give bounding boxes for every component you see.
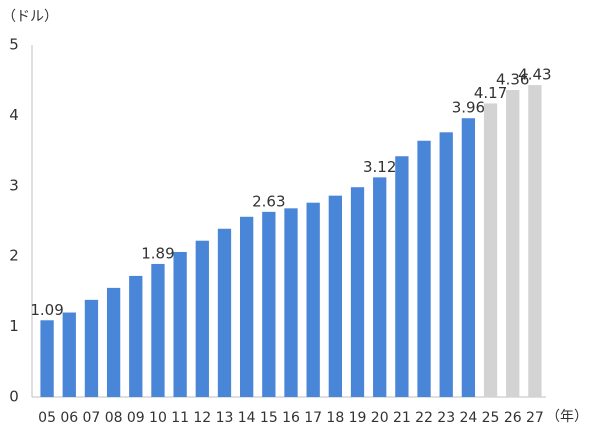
x-tick-label: 17 <box>304 410 322 426</box>
bar <box>40 320 54 397</box>
bar <box>350 187 365 397</box>
x-tick-label: 24 <box>459 410 477 426</box>
x-tick-label: 19 <box>349 410 367 426</box>
bar <box>461 118 476 397</box>
y-tick-label: 4 <box>9 106 19 124</box>
bar <box>528 85 542 398</box>
value-label: 4.17 <box>474 84 507 102</box>
bar <box>483 103 498 397</box>
bar <box>262 211 276 397</box>
x-tick-label: 12 <box>193 410 211 426</box>
y-tick-label: 0 <box>9 388 19 406</box>
bar <box>506 90 520 397</box>
x-tick-label: 15 <box>260 410 278 426</box>
y-tick-label: 2 <box>9 247 19 265</box>
bar <box>240 216 254 397</box>
x-tick-label: 08 <box>105 410 123 426</box>
bar <box>417 140 431 397</box>
x-tick-label: 14 <box>238 410 256 426</box>
x-tick-label: 20 <box>371 410 389 426</box>
x-tick-label: 13 <box>216 410 234 426</box>
bar <box>195 240 209 397</box>
bar <box>129 275 143 397</box>
value-label: 3.96 <box>452 99 485 117</box>
x-tick-label: 09 <box>127 410 145 426</box>
x-tick-label: 26 <box>504 410 522 426</box>
value-label: 4.36 <box>496 71 529 89</box>
bar <box>217 228 232 397</box>
bar <box>62 312 76 397</box>
bar <box>328 195 342 397</box>
x-tick-label: 07 <box>83 410 101 426</box>
bar <box>173 251 187 397</box>
x-tick-label: 10 <box>149 410 167 426</box>
bar <box>395 156 409 397</box>
bar <box>151 263 165 397</box>
value-label: 1.09 <box>30 301 63 319</box>
bar <box>284 208 298 397</box>
value-label: 1.89 <box>141 244 174 262</box>
bar <box>84 299 99 397</box>
value-label: 4.43 <box>518 66 551 84</box>
y-tick-label: 3 <box>9 176 19 194</box>
x-tick-label: 27 <box>526 410 544 426</box>
x-tick-label: 05 <box>38 410 56 426</box>
y-axis-label: （ドル） <box>2 9 58 25</box>
bar <box>106 287 121 397</box>
x-tick-label: 06 <box>60 410 78 426</box>
x-axis-label: （年） <box>546 409 588 425</box>
x-tick-label: 21 <box>393 410 411 426</box>
x-tick-label: 11 <box>171 410 189 426</box>
x-tick-label: 22 <box>415 410 433 426</box>
x-tick-label: 18 <box>326 410 344 426</box>
x-tick-label: 25 <box>482 410 500 426</box>
y-tick-label: 5 <box>9 36 19 54</box>
bar <box>306 202 320 397</box>
y-tick-label: 1 <box>9 317 19 335</box>
bar <box>373 177 387 397</box>
value-label: 3.12 <box>363 158 396 176</box>
bar <box>439 132 453 397</box>
value-label: 2.63 <box>252 192 285 210</box>
x-tick-label: 23 <box>437 410 455 426</box>
x-tick-label: 16 <box>282 410 300 426</box>
